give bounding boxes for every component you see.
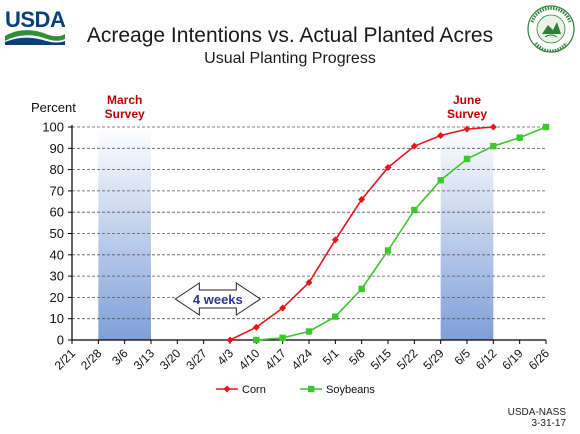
- y-tick-label: 60: [50, 205, 64, 220]
- x-tick-label: 4/3: [214, 346, 236, 368]
- y-tick-label: 40: [50, 247, 64, 262]
- soybeans-data-point: [253, 336, 260, 344]
- x-tick-label: 6/12: [473, 346, 500, 373]
- double-arrow-shape: [174, 282, 262, 316]
- annotation-label: 4 weeks: [193, 292, 243, 307]
- soybeans-data-point: [516, 134, 523, 141]
- x-tick-label: 5/29: [420, 346, 447, 373]
- survey-label-line1: June: [453, 93, 481, 107]
- y-tick-label: 100: [42, 120, 64, 135]
- y-axis-label: Percent: [31, 100, 76, 115]
- x-tick-label: 3/27: [183, 346, 210, 373]
- x-tick-label: 2/21: [52, 346, 79, 373]
- usda-logo: USDA: [5, 7, 66, 45]
- usda-logo-text: USDA: [5, 7, 66, 32]
- y-tick-label: 0: [57, 333, 64, 348]
- legend: Corn Soybeans: [216, 384, 375, 396]
- x-tick-label: 4/10: [236, 346, 263, 373]
- legend-swatch-marker: [308, 385, 315, 393]
- corn-data-point: [410, 142, 418, 150]
- x-tick-label: 6/5: [451, 346, 473, 368]
- y-tick-label: 50: [50, 226, 64, 241]
- corn-data-point: [226, 336, 234, 344]
- x-tick-label: 3/6: [109, 346, 131, 368]
- slide-title: Acreage Intentions vs. Actual Planted Ac…: [86, 24, 494, 47]
- survey-label-line2: Survey: [105, 107, 145, 121]
- gridline-layer: [72, 126, 546, 320]
- corn-data-point: [279, 304, 287, 312]
- x-tick-label: 5/1: [320, 346, 342, 368]
- soybeans-data-point: [411, 206, 418, 214]
- soybeans-data-point: [358, 285, 365, 293]
- corn-data-point: [384, 163, 392, 171]
- corn-data-point: [305, 278, 313, 286]
- soybeans-data-point: [305, 328, 313, 335]
- y-tick-label: 10: [50, 311, 64, 326]
- x-tick-label: 5/22: [394, 346, 421, 373]
- x-tick-label: 5/8: [346, 346, 368, 368]
- corn-data-point: [437, 132, 445, 140]
- series-layer: [226, 123, 550, 344]
- slide-subtitle: Usual Planting Progress: [204, 50, 376, 67]
- x-tick-label: 2/28: [78, 346, 105, 373]
- soybeans-data-point: [542, 123, 550, 131]
- soybeans-data-point: [279, 334, 286, 342]
- x-tick-label: 4/24: [289, 346, 316, 373]
- soybeans-series-line: [256, 126, 547, 341]
- survey-label-line1: March: [107, 93, 142, 107]
- annotation-layer: 4 weeks: [174, 282, 262, 316]
- corn-data-point: [463, 125, 471, 133]
- footer-source: USDA-NASS: [507, 407, 566, 418]
- y-tick-label: 80: [50, 162, 64, 177]
- y-tick-label: 90: [50, 141, 64, 156]
- x-tick-label: 3/13: [131, 346, 158, 373]
- corn-data-point: [358, 195, 366, 203]
- soybeans-data-point: [437, 177, 444, 184]
- soybeans-data-point: [332, 313, 339, 320]
- legend-label: Soybeans: [326, 384, 375, 396]
- corn-data-point: [489, 123, 497, 131]
- logo-field-shape: [5, 37, 65, 45]
- legend-label: Corn: [242, 384, 266, 396]
- soybeans-data-point: [384, 247, 392, 254]
- footer-date: 3-31-17: [531, 418, 566, 429]
- survey-label-line2: Survey: [447, 107, 487, 121]
- y-tick-label: 20: [50, 290, 64, 305]
- logo-hills-shape: [5, 30, 65, 41]
- x-tick-label: 3/20: [157, 346, 184, 373]
- y-tick-label: 70: [50, 183, 64, 198]
- corn-data-point: [331, 236, 339, 244]
- soybeans-data-point: [490, 142, 497, 150]
- x-tick-label: 4/17: [262, 346, 289, 373]
- x-tick-label: 6/19: [499, 346, 526, 373]
- x-tick-label: 6/26: [526, 346, 553, 373]
- soybeans-data-point: [463, 155, 471, 163]
- x-tick-label: 5/15: [368, 346, 395, 373]
- corn-data-point: [252, 323, 260, 331]
- agriculture-counts-seal: [527, 5, 575, 53]
- y-tick-label: 30: [50, 269, 64, 284]
- legend-swatch-marker: [223, 385, 231, 393]
